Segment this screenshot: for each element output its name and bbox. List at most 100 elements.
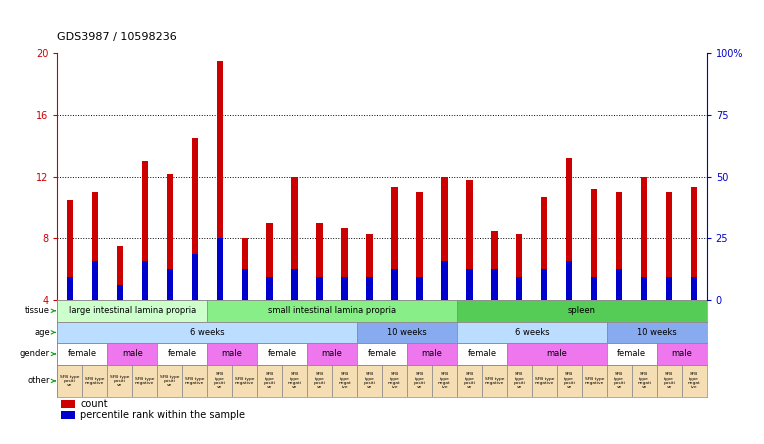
Text: 6 weeks: 6 weeks [189,328,225,337]
Text: 10 weeks: 10 weeks [387,328,427,337]
Bar [257,365,282,397]
Text: GDS3987 / 10598236: GDS3987 / 10598236 [57,32,177,42]
Bar [541,269,548,300]
Text: SFB
type
negati
ve: SFB type negati ve [637,373,651,389]
Text: SFB
type
negat
ive: SFB type negat ive [438,373,451,389]
Bar [132,365,157,397]
Text: SFB type
negative: SFB type negative [584,377,604,385]
Bar [541,197,548,300]
Bar [516,234,523,300]
Bar [482,365,507,397]
Bar [342,277,348,300]
Text: female: female [367,349,397,358]
Bar [207,365,232,397]
Bar [457,321,607,343]
Bar [66,200,73,300]
Bar [141,262,148,300]
Text: SFB
type
positi
ve: SFB type positi ve [613,373,625,389]
Bar [607,343,657,365]
Text: SFB
type
negat
ive: SFB type negat ive [338,373,351,389]
Text: 10 weeks: 10 weeks [637,328,677,337]
Bar [182,365,207,397]
Bar [616,192,623,300]
Bar [66,277,73,300]
Text: female: female [68,349,97,358]
Bar [442,262,448,300]
Bar [357,321,457,343]
Bar [357,343,407,365]
Bar [192,254,198,300]
Text: SFB
type
negat
ive: SFB type negat ive [388,373,401,389]
Bar [107,343,157,365]
Bar [267,277,273,300]
Bar [282,365,307,397]
Bar [207,343,257,365]
Text: SFB type
negative: SFB type negative [484,377,504,385]
Text: SFB
type
positi
ve: SFB type positi ve [364,373,375,389]
Text: SFB type
positi
ve: SFB type positi ve [60,375,79,387]
Bar [657,343,707,365]
Bar [466,180,473,300]
Bar [57,321,357,343]
Bar [367,234,373,300]
Text: small intestinal lamina propria: small intestinal lamina propria [268,306,396,315]
Bar [641,177,647,300]
Bar [407,343,457,365]
Text: female: female [167,349,197,358]
Text: 6 weeks: 6 weeks [514,328,549,337]
Bar [382,365,407,397]
Text: percentile rank within the sample: percentile rank within the sample [80,410,245,420]
Bar [92,262,98,300]
Bar [207,300,457,321]
Bar [666,192,672,300]
Bar [416,277,422,300]
Bar [591,189,597,300]
Bar [257,343,307,365]
Text: SFB type
positi
ve: SFB type positi ve [110,375,129,387]
Bar [216,61,223,300]
Text: SFB
type
negat
ive: SFB type negat ive [688,373,701,389]
Bar [666,277,672,300]
Text: SFB
type
positi
ve: SFB type positi ve [413,373,426,389]
Bar [491,230,497,300]
Text: age: age [34,328,50,337]
Bar [332,365,357,397]
Bar [316,223,322,300]
Bar [241,269,248,300]
Bar [616,269,623,300]
Bar [342,227,348,300]
Bar [57,300,207,321]
Text: SFB type
negative: SFB type negative [135,377,154,385]
Bar [507,343,607,365]
Bar [167,174,173,300]
Bar [232,365,257,397]
Text: SFB
type
positi
ve: SFB type positi ve [663,373,675,389]
Bar [457,300,707,321]
Text: SFB type
negative: SFB type negative [535,377,554,385]
Bar [557,365,582,397]
Bar [192,138,198,300]
Text: SFB
type
positi
ve: SFB type positi ve [513,373,526,389]
Text: male: male [222,349,243,358]
Bar [307,343,357,365]
Bar [60,400,75,408]
Bar [367,277,373,300]
Text: gender: gender [20,349,50,358]
Bar [566,158,572,300]
Bar [92,192,98,300]
Bar [157,343,207,365]
Bar [442,177,448,300]
Text: SFB type
negative: SFB type negative [235,377,254,385]
Text: male: male [422,349,442,358]
Bar [316,277,322,300]
Text: spleen: spleen [568,306,596,315]
Bar [216,238,223,300]
Bar [267,223,273,300]
Bar [357,365,382,397]
Bar [416,192,422,300]
Bar [117,285,123,300]
Bar [466,269,473,300]
Bar [391,187,397,300]
Text: count: count [80,399,108,409]
Bar [607,365,632,397]
